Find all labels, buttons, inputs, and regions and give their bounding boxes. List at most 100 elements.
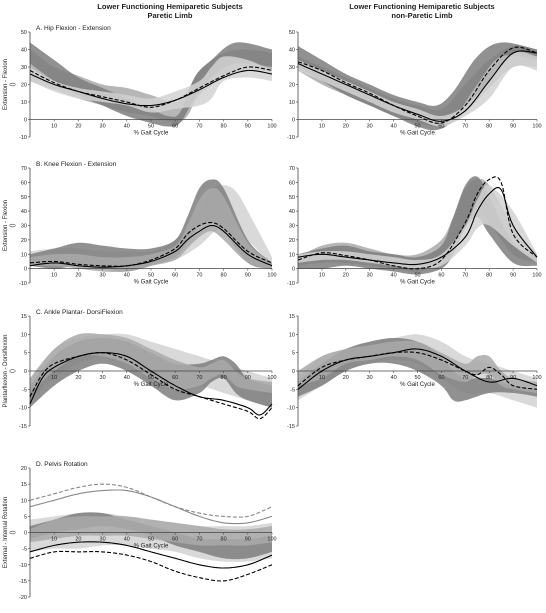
x-tick-label: 100 — [267, 273, 276, 279]
x-tick-label: 100 — [267, 375, 276, 381]
x-axis-label: % Gait Cycle — [400, 131, 435, 137]
x-tick-label: 80 — [221, 273, 227, 279]
x-tick-label: 90 — [245, 537, 251, 543]
series-line-dashed — [297, 176, 538, 270]
series-line-solid — [29, 352, 273, 416]
y-tick-label: 0 — [292, 369, 295, 375]
y-tick-label: 50 — [289, 195, 295, 201]
band-mid-ankle-nonparetic — [298, 340, 537, 393]
x-tick-label: 100 — [532, 375, 541, 381]
y-tick-label: 20 — [21, 466, 27, 472]
chart-hip-paretic: -10 0 10 20 30 40 50 10 20 30 40 50 60 70 80 90 100 % Gai… — [3, 25, 277, 141]
x-tick-label: 10 — [319, 124, 325, 130]
y-tick-label: -20 — [19, 595, 27, 601]
x-tick-label: 60 — [172, 537, 178, 543]
x-tick-label: 80 — [221, 375, 227, 381]
x-tick-label: 40 — [391, 375, 397, 381]
y-tick-label: -10 — [19, 406, 27, 412]
x-tick-label: 80 — [486, 273, 492, 279]
x-axis-label: % Gait Cycle — [134, 131, 169, 137]
chart-ankle-paretic: -15 -10 -5 0 5 10 15 10 20 30 40 50 60 70 80 90 100 % Gai… — [3, 309, 277, 430]
y-tick-label: -15 — [19, 579, 27, 585]
y-tick-label: 15 — [21, 314, 27, 320]
x-tick-label: 90 — [245, 375, 251, 381]
x-tick-label: 50 — [148, 537, 154, 543]
y-tick-label: 60 — [289, 180, 295, 186]
panel-title: C. Ankle Plantar- DorsiFlexion — [36, 309, 123, 316]
x-tick-label: 20 — [75, 375, 81, 381]
series-line-dashed-gray — [29, 483, 273, 518]
x-tick-label: 40 — [124, 124, 130, 130]
x-tick-label: 10 — [51, 537, 57, 543]
y-tick-label: 15 — [21, 482, 27, 488]
y-axis-unit: () — [10, 224, 16, 228]
chart-knee-nonparetic: -10 0 10 20 30 40 50 60 70 10 20 30 40 50 60 70 80 90 100%… — [287, 166, 542, 287]
y-tick-label: 0 — [24, 118, 27, 124]
series-line-solid — [29, 224, 273, 268]
x-axis-label: % Gait Cycle — [400, 280, 435, 286]
y-tick-label: 10 — [289, 252, 295, 258]
x-tick-label: 50 — [414, 375, 420, 381]
y-tick-label: 5 — [292, 351, 295, 357]
band-dark-hip-paretic — [30, 42, 272, 127]
y-tick-label: 70 — [289, 166, 295, 172]
x-tick-label: 10 — [51, 273, 57, 279]
y-tick-label: 0 — [292, 267, 295, 273]
y-tick-label: -15 — [19, 424, 27, 430]
x-tick-label: 70 — [196, 273, 202, 279]
y-tick-label: 0 — [292, 118, 295, 124]
x-tick-label: 70 — [196, 375, 202, 381]
y-tick-label: -10 — [287, 281, 295, 287]
x-tick-label: 30 — [100, 375, 106, 381]
x-tick-label: 20 — [343, 273, 349, 279]
series-line-dashed — [297, 351, 538, 390]
x-tick-label: 30 — [100, 273, 106, 279]
x-tick-label: 60 — [172, 273, 178, 279]
x-tick-label: 50 — [148, 273, 154, 279]
series-line-dashed — [29, 352, 273, 420]
y-tick-label: 0 — [24, 267, 27, 273]
y-tick-label: 10 — [289, 100, 295, 106]
x-tick-label: 80 — [486, 124, 492, 130]
series-line-solid — [297, 348, 538, 390]
y-axis-label: Plantarflexion - Dorsiflexion — [3, 334, 9, 407]
y-axis-label: Extension - Flexion — [3, 200, 9, 251]
x-tick-label: 50 — [414, 124, 420, 130]
y-tick-label: -10 — [287, 406, 295, 412]
series-line-dashed — [29, 66, 273, 108]
x-axis-label: % Gait Cycle — [134, 382, 169, 388]
y-tick-label: 10 — [21, 100, 27, 106]
x-tick-label: 70 — [196, 537, 202, 543]
y-tick-label: 40 — [289, 209, 295, 215]
y-tick-label: 20 — [21, 238, 27, 244]
x-tick-label: 10 — [51, 124, 57, 130]
y-tick-label: 10 — [289, 332, 295, 338]
panel-title: D. Pelvis Rotation — [36, 461, 88, 468]
x-tick-label: 70 — [462, 124, 468, 130]
y-tick-label: 70 — [21, 166, 27, 172]
x-tick-label: 80 — [221, 537, 227, 543]
y-tick-label: 50 — [289, 30, 295, 36]
x-tick-label: 10 — [319, 273, 325, 279]
x-tick-label: 90 — [245, 124, 251, 130]
x-tick-label: 90 — [510, 273, 516, 279]
y-tick-label: 5 — [24, 351, 27, 357]
chart-knee-paretic: -10 0 10 20 30 40 50 60 70 10 20 30 40 50 60 70 80 90 100%… — [3, 161, 277, 287]
y-tick-label: -10 — [19, 563, 27, 569]
y-tick-label: -10 — [287, 135, 295, 141]
series-line-solid — [297, 50, 538, 122]
y-axis-label: External - Internal Rotation — [3, 497, 9, 568]
panel-title: B. Knee Flexion - Extension — [36, 161, 117, 168]
x-tick-label: 70 — [462, 273, 468, 279]
x-tick-label: 50 — [148, 375, 154, 381]
y-tick-label: 20 — [289, 238, 295, 244]
x-tick-label: 100 — [267, 537, 276, 543]
y-tick-label: 30 — [289, 65, 295, 71]
x-tick-label: 20 — [343, 124, 349, 130]
x-tick-label: 40 — [391, 273, 397, 279]
band-light-hip-paretic — [30, 56, 272, 113]
y-tick-label: -5 — [22, 387, 27, 393]
